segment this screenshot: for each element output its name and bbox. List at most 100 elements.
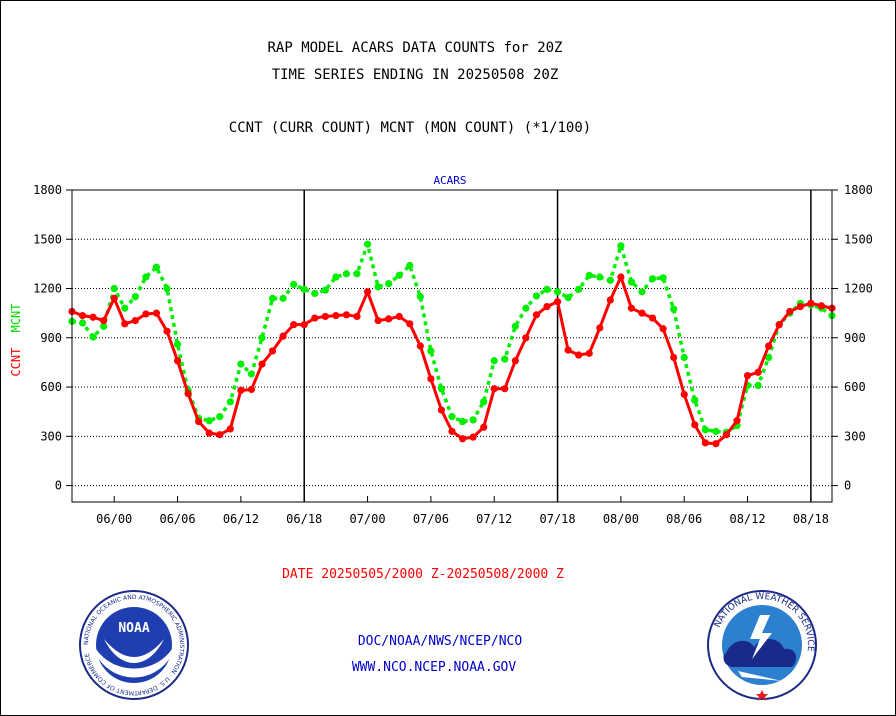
point-ccnt — [458, 435, 467, 443]
y-tick-label-left: 600 — [40, 380, 62, 394]
point-mcnt — [416, 293, 424, 301]
point-mcnt — [458, 417, 467, 426]
point-ccnt — [142, 310, 150, 318]
point-ccnt — [195, 417, 203, 426]
point-ccnt — [701, 439, 709, 447]
grid-lines — [72, 238, 832, 487]
point-ccnt — [796, 302, 804, 311]
point-ccnt — [226, 425, 234, 433]
point-mcnt — [163, 284, 171, 293]
point-ccnt — [807, 299, 815, 307]
point-mcnt — [321, 286, 329, 294]
point-ccnt — [173, 357, 182, 365]
point-mcnt — [100, 322, 108, 330]
date-range: DATE 20250505/2000 Z-20250508/2000 Z — [282, 567, 564, 582]
y-tick-label-right: 600 — [844, 380, 866, 394]
point-mcnt — [564, 293, 572, 302]
point-mcnt — [173, 340, 182, 348]
point-ccnt — [765, 342, 773, 350]
point-ccnt — [237, 386, 245, 394]
point-ccnt — [279, 332, 287, 340]
point-ccnt — [743, 371, 752, 380]
point-ccnt — [817, 302, 826, 310]
point-ccnt — [511, 357, 519, 365]
point-mcnt — [279, 294, 287, 302]
footer-link-nco[interactable]: WWW.NCO.NCEP.NOAA.GOV — [352, 660, 517, 675]
point-mcnt — [448, 413, 456, 421]
nws-logo[interactable]: NATIONAL WEATHER SERVICE — [707, 590, 817, 701]
y-tick-label-right: 300 — [844, 429, 866, 443]
point-ccnt — [385, 315, 393, 323]
noaa-logo-text: NOAA — [118, 621, 149, 636]
y-tick-label-right: 1800 — [844, 183, 873, 197]
point-ccnt — [89, 313, 97, 321]
y-tick-label-left: 1800 — [33, 183, 62, 197]
series-layer — [68, 240, 836, 448]
x-tick-label: 06/00 — [96, 512, 132, 526]
point-mcnt — [406, 261, 414, 270]
point-mcnt — [543, 285, 551, 293]
point-mcnt — [247, 370, 256, 378]
x-tick-label: 06/06 — [159, 512, 195, 526]
point-mcnt — [237, 360, 245, 368]
point-ccnt — [353, 312, 361, 321]
x-tick-label: 08/06 — [666, 512, 702, 526]
point-ccnt — [754, 368, 762, 376]
point-mcnt — [427, 347, 435, 355]
point-ccnt — [670, 353, 678, 362]
point-mcnt — [585, 271, 593, 279]
point-ccnt — [184, 390, 192, 398]
point-mcnt — [89, 333, 97, 341]
x-tick-label: 07/06 — [413, 512, 449, 526]
footer-link-doc[interactable]: DOC/NOAA/NWS/NCEP/NCO — [358, 634, 523, 649]
point-ccnt — [638, 309, 646, 317]
point-ccnt — [216, 431, 224, 439]
point-mcnt — [311, 289, 319, 298]
point-mcnt — [754, 381, 762, 390]
point-ccnt — [501, 385, 509, 393]
point-mcnt — [522, 304, 530, 312]
y-tick-label-right: 1500 — [844, 232, 873, 246]
point-mcnt — [300, 285, 308, 293]
point-mcnt — [701, 426, 709, 434]
point-mcnt — [501, 355, 509, 363]
point-mcnt — [490, 357, 498, 365]
point-ccnt — [691, 421, 699, 429]
point-ccnt — [342, 311, 351, 319]
chart-subtitle: CCNT (CURR COUNT) MCNT (MON COUNT) (*1/1… — [229, 120, 591, 136]
noaa-logo[interactable]: NOAA NATIONAL OCEANIC AND ATMOSPHERIC AD… — [79, 590, 189, 700]
x-tick-label: 07/18 — [539, 512, 575, 526]
chart-title-line1: RAP MODEL ACARS DATA COUNTS for 20Z — [267, 40, 562, 56]
point-mcnt — [226, 398, 234, 406]
point-mcnt — [596, 273, 604, 281]
x-tick-label: 06/18 — [286, 512, 322, 526]
point-ccnt — [131, 316, 139, 325]
point-mcnt — [268, 294, 277, 302]
point-ccnt — [469, 433, 477, 441]
point-ccnt — [606, 296, 614, 304]
y-ticks-right: 0 300 600 900 1200 1500 1800 — [832, 183, 873, 493]
point-ccnt — [258, 360, 266, 368]
x-tick-label: 08/12 — [729, 512, 765, 526]
point-ccnt — [648, 314, 657, 322]
point-ccnt — [596, 324, 604, 332]
y-tick-label-right: 900 — [844, 331, 866, 345]
x-tick-label: 06/12 — [223, 512, 259, 526]
point-mcnt — [437, 385, 446, 393]
point-ccnt — [163, 327, 171, 335]
point-mcnt — [659, 274, 667, 282]
point-ccnt — [427, 375, 435, 383]
point-mcnt — [152, 263, 161, 271]
y-tick-label-right: 0 — [844, 479, 851, 493]
point-mcnt — [385, 280, 393, 288]
y-tick-label-left: 1200 — [33, 282, 62, 296]
y-tick-label-left: 0 — [55, 479, 62, 493]
point-ccnt — [321, 312, 329, 321]
x-tick-label: 07/12 — [476, 512, 512, 526]
y-tick-label-left: 900 — [40, 331, 62, 345]
point-mcnt — [205, 417, 213, 425]
point-ccnt — [733, 417, 741, 425]
ylabel-mcnt: MCNT — [9, 303, 23, 332]
point-ccnt — [712, 440, 720, 448]
point-ccnt — [152, 309, 161, 317]
